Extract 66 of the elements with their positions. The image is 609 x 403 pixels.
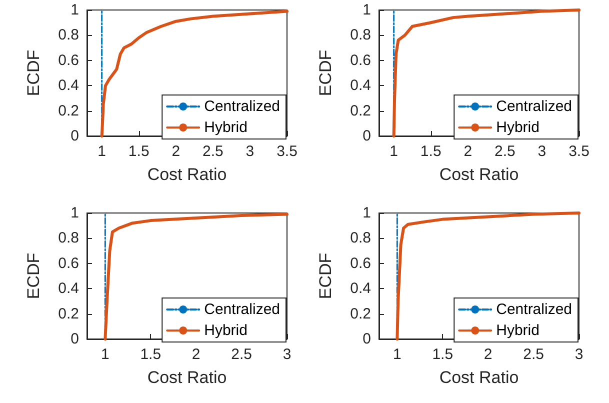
- y-tick-label: 0.8: [350, 230, 371, 247]
- y-tick-label: 0.8: [58, 230, 79, 247]
- y-tick-label: 0.4: [350, 77, 371, 94]
- x-tick-label: 3: [538, 143, 546, 160]
- y-tick-label: 0.2: [58, 305, 79, 322]
- y-tick-label: 1: [362, 204, 371, 222]
- y-tick-label: 0.8: [58, 26, 79, 44]
- y-tick-label: 0.6: [350, 52, 371, 69]
- line-series: [396, 212, 580, 340]
- x-tick-label: 1.5: [128, 143, 150, 160]
- y-tick-label: 0: [70, 330, 79, 348]
- line-series: [104, 212, 288, 340]
- x-tick-label: 3: [574, 346, 584, 363]
- x-tick-label: 2.5: [231, 346, 252, 363]
- y-axis-title: ECDF: [316, 50, 335, 96]
- x-tick-label: 1.5: [140, 346, 162, 363]
- y-tick-label: 0.2: [350, 102, 371, 120]
- y-tick-label: 0: [70, 128, 79, 144]
- x-axis-title: Cost Ratio: [439, 165, 519, 184]
- legend-label: Centralized: [496, 301, 572, 318]
- y-tick-label: 1: [70, 2, 79, 18]
- x-tick-label: 1: [98, 143, 106, 160]
- legend-label: Hybrid: [496, 119, 540, 136]
- y-tick-label: 0.6: [58, 254, 79, 272]
- x-axis-title: Cost Ratio: [147, 368, 227, 387]
- legend-label: Centralized: [496, 98, 572, 115]
- legend-label: Centralized: [204, 301, 280, 318]
- y-axis-title: ECDF: [316, 252, 335, 300]
- line-series: [100, 10, 288, 138]
- y-tick-label: 0.2: [350, 305, 371, 322]
- x-tick-label: 2: [464, 143, 472, 160]
- line-series: [392, 8, 580, 138]
- x-tick-label: 1: [390, 143, 398, 160]
- y-tick-label: 0.6: [58, 52, 79, 69]
- x-tick-label: 2.5: [202, 143, 224, 160]
- y-tick-label: 0: [362, 128, 371, 144]
- x-tick-label: 2.5: [494, 143, 516, 160]
- x-tick-label: 2: [192, 346, 200, 363]
- y-tick-label: 0.4: [350, 280, 371, 298]
- x-tick-label: 3: [282, 346, 292, 363]
- x-tick-label: 1.5: [432, 346, 454, 363]
- y-axis-title: ECDF: [24, 50, 43, 96]
- y-tick-label: 0.2: [58, 102, 79, 120]
- y-tick-label: 0.6: [350, 254, 371, 272]
- x-axis-title: Cost Ratio: [439, 368, 519, 387]
- x-tick-label: 1: [101, 346, 110, 363]
- x-tick-label: 3.5: [276, 143, 298, 160]
- x-axis-title: Cost Ratio: [147, 165, 227, 184]
- x-tick-label: 1: [393, 346, 402, 363]
- legend-label: Hybrid: [204, 322, 248, 339]
- y-tick-label: 1: [362, 2, 371, 18]
- y-tick-label: 0.8: [350, 26, 371, 44]
- legend-label: Hybrid: [204, 119, 248, 136]
- y-tick-label: 0: [362, 330, 371, 348]
- x-tick-label: 2: [172, 143, 180, 160]
- x-tick-label: 3: [246, 143, 254, 160]
- y-tick-label: 1: [70, 204, 79, 222]
- legend-label: Centralized: [204, 98, 280, 115]
- x-tick-label: 2: [484, 346, 492, 363]
- x-tick-label: 1.5: [420, 143, 442, 160]
- x-tick-label: 2.5: [523, 346, 544, 363]
- x-tick-label: 3.5: [568, 143, 590, 160]
- y-tick-label: 0.4: [58, 77, 79, 94]
- y-tick-label: 0.4: [58, 280, 79, 298]
- legend-label: Hybrid: [496, 322, 540, 339]
- y-axis-title: ECDF: [24, 252, 43, 300]
